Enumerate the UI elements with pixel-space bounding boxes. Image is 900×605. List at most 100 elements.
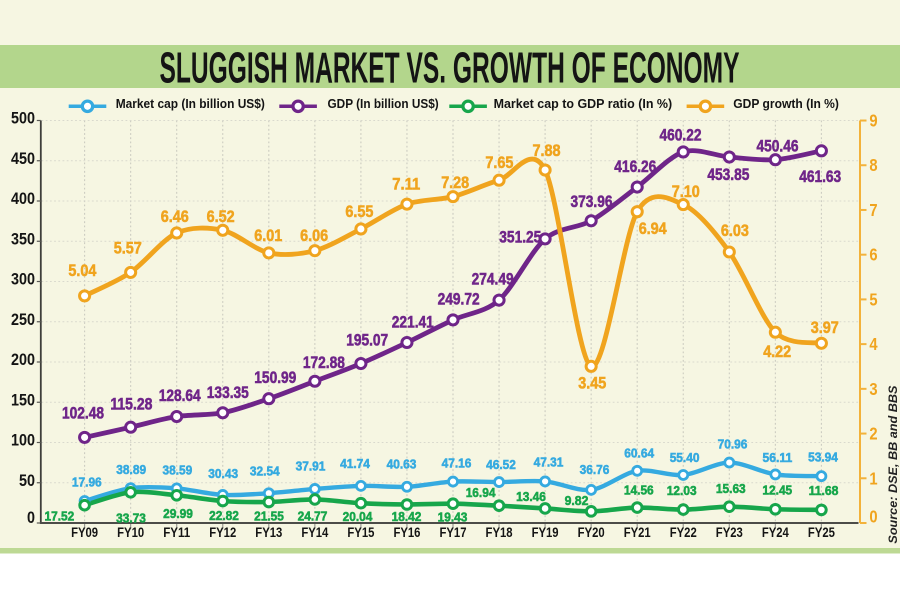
svg-text:15.63: 15.63	[716, 481, 746, 496]
svg-text:3.97: 3.97	[811, 319, 839, 337]
svg-text:1: 1	[869, 468, 877, 488]
svg-text:373.96: 373.96	[571, 193, 613, 211]
svg-text:29.99: 29.99	[163, 506, 193, 521]
svg-text:FY18: FY18	[486, 525, 513, 540]
svg-text:350: 350	[11, 229, 35, 248]
svg-text:150.99: 150.99	[254, 369, 296, 387]
svg-text:FY16: FY16	[393, 525, 420, 540]
svg-text:38.89: 38.89	[116, 462, 146, 477]
svg-text:20.04: 20.04	[343, 509, 373, 524]
svg-text:50: 50	[19, 471, 35, 490]
svg-text:6.01: 6.01	[254, 227, 282, 245]
svg-text:7.28: 7.28	[441, 174, 469, 192]
svg-text:9: 9	[869, 111, 877, 131]
svg-text:6: 6	[869, 245, 877, 265]
svg-text:6.06: 6.06	[300, 227, 328, 245]
svg-text:300: 300	[11, 270, 35, 289]
svg-text:450.46: 450.46	[757, 138, 799, 156]
svg-text:100: 100	[11, 431, 35, 450]
svg-text:17.96: 17.96	[72, 474, 102, 489]
svg-text:Source: DSE, BB and BBS: Source: DSE, BB and BBS	[886, 386, 900, 544]
svg-text:FY20: FY20	[578, 525, 605, 540]
svg-text:16.94: 16.94	[466, 485, 496, 500]
svg-text:5: 5	[869, 289, 877, 309]
svg-text:0: 0	[869, 507, 877, 527]
svg-text:4.22: 4.22	[763, 343, 791, 361]
svg-text:47.16: 47.16	[442, 456, 472, 471]
svg-text:0: 0	[27, 508, 35, 527]
svg-text:55.40: 55.40	[670, 450, 700, 465]
svg-text:450: 450	[11, 149, 35, 168]
svg-text:24.77: 24.77	[298, 508, 328, 523]
svg-text:60.64: 60.64	[624, 446, 654, 461]
svg-text:351.25: 351.25	[499, 228, 541, 246]
svg-text:7.65: 7.65	[485, 154, 513, 172]
svg-text:37.91: 37.91	[296, 459, 326, 474]
svg-text:30.43: 30.43	[208, 466, 238, 481]
svg-text:461.63: 461.63	[799, 168, 841, 186]
svg-text:22.82: 22.82	[209, 508, 239, 523]
svg-text:FY09: FY09	[71, 525, 98, 540]
svg-text:FY25: FY25	[808, 525, 835, 540]
svg-text:102.48: 102.48	[62, 404, 104, 422]
svg-text:32.54: 32.54	[250, 463, 280, 478]
svg-text:38.59: 38.59	[163, 462, 193, 477]
svg-text:453.85: 453.85	[707, 166, 749, 184]
svg-text:12.03: 12.03	[667, 483, 697, 498]
svg-text:47.31: 47.31	[534, 455, 564, 470]
svg-text:19.43: 19.43	[438, 510, 468, 525]
svg-text:4: 4	[869, 334, 877, 354]
svg-text:9.82: 9.82	[565, 493, 589, 508]
svg-text:195.07: 195.07	[346, 332, 388, 350]
svg-text:FY14: FY14	[301, 525, 328, 540]
svg-text:53.94: 53.94	[808, 450, 838, 465]
svg-text:7.88: 7.88	[533, 142, 561, 160]
svg-text:Market cap to GDP ratio (In %): Market cap to GDP ratio (In %)	[494, 96, 673, 111]
svg-text:FY21: FY21	[624, 525, 651, 540]
svg-text:FY23: FY23	[716, 525, 743, 540]
svg-text:56.11: 56.11	[763, 450, 793, 465]
svg-text:5.57: 5.57	[114, 239, 142, 257]
svg-text:133.35: 133.35	[207, 384, 249, 402]
svg-text:FY17: FY17	[440, 525, 467, 540]
svg-text:3.45: 3.45	[578, 375, 606, 393]
svg-text:33.73: 33.73	[116, 511, 146, 526]
svg-text:7: 7	[869, 200, 877, 220]
svg-text:7.10: 7.10	[672, 183, 700, 201]
svg-text:250: 250	[11, 310, 35, 329]
svg-text:115.28: 115.28	[110, 396, 152, 414]
svg-text:400: 400	[11, 189, 35, 208]
svg-text:FY24: FY24	[762, 525, 789, 540]
svg-text:12.45: 12.45	[762, 483, 792, 498]
svg-text:46.52: 46.52	[486, 457, 516, 472]
svg-text:17.52: 17.52	[45, 509, 75, 524]
svg-text:6.46: 6.46	[161, 208, 189, 226]
svg-text:GDP (In billion US$): GDP (In billion US$)	[328, 96, 439, 111]
svg-text:Market cap (In billion US$): Market cap (In billion US$)	[116, 96, 265, 111]
svg-text:SLUGGISH MARKET VS. GROWTH OF: SLUGGISH MARKET VS. GROWTH OF ECONOMY	[160, 45, 740, 93]
svg-text:274.49: 274.49	[472, 271, 514, 289]
svg-text:FY19: FY19	[532, 525, 559, 540]
svg-text:172.88: 172.88	[303, 354, 345, 372]
svg-text:6.52: 6.52	[207, 208, 235, 226]
svg-text:FY10: FY10	[117, 525, 144, 540]
svg-text:13.46: 13.46	[516, 489, 546, 504]
svg-text:150: 150	[11, 390, 35, 409]
svg-text:128.64: 128.64	[159, 387, 201, 405]
svg-text:11.68: 11.68	[809, 483, 839, 498]
svg-text:40.63: 40.63	[387, 457, 417, 472]
svg-text:41.74: 41.74	[340, 456, 370, 471]
svg-text:FY22: FY22	[670, 525, 697, 540]
svg-text:FY13: FY13	[255, 525, 282, 540]
svg-text:200: 200	[11, 350, 35, 369]
svg-text:FY15: FY15	[347, 525, 374, 540]
svg-text:GDP growth (In %): GDP growth (In %)	[733, 96, 839, 111]
svg-text:2: 2	[869, 424, 877, 444]
svg-text:500: 500	[11, 109, 35, 128]
svg-text:FY12: FY12	[209, 525, 236, 540]
svg-text:3: 3	[869, 379, 877, 399]
svg-text:249.72: 249.72	[438, 291, 480, 309]
svg-text:6.55: 6.55	[345, 203, 373, 221]
svg-text:36.76: 36.76	[580, 462, 610, 477]
svg-text:416.26: 416.26	[614, 158, 656, 176]
